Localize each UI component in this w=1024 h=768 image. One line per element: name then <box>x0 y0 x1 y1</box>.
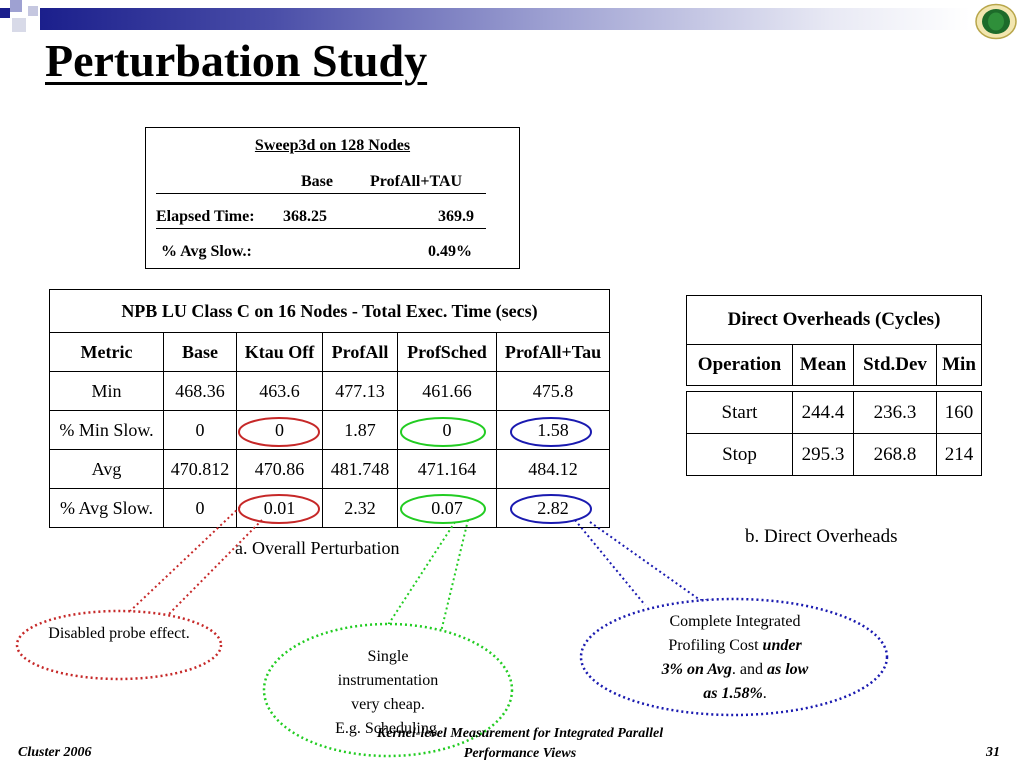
figure-caption-b: b. Direct Overheads <box>745 526 898 547</box>
footer-presentation-title: Kernel-level Measurement for Integrated … <box>340 724 700 764</box>
table-row: % Min Slow. 0 0 1.87 0 1.58 <box>49 410 610 450</box>
sweep3d-slow-row: % Avg Slow.: 0.49% <box>156 243 486 263</box>
direct-header-cell: Min <box>936 344 982 386</box>
direct-overheads-header-table: Direct Overheads (Cycles) Operation Mean… <box>686 295 982 386</box>
table-cell: Start <box>686 391 793 434</box>
table-cell: % Min Slow. <box>49 410 164 450</box>
table-cell: 1.87 <box>322 410 398 450</box>
highlight-oval-sched-min <box>400 417 486 447</box>
npb-table-caption: NPB LU Class C on 16 Nodes - Total Exec.… <box>49 289 610 333</box>
callout-oval-single <box>262 622 514 758</box>
callout-oval-probe <box>15 609 223 681</box>
table-cell: 244.4 <box>792 391 854 434</box>
table-cell: 471.164 <box>397 449 497 489</box>
table-cell: % Avg Slow. <box>49 488 164 528</box>
callout-complete-text: Complete Integrated Profiling Cost under… <box>615 610 855 706</box>
npb-header-cell: ProfAll+Tau <box>496 332 610 372</box>
callout-complete-line: Complete Integrated <box>669 613 801 630</box>
footer-title-line: Performance Views <box>463 746 577 761</box>
sweep3d-header-row: Base ProfAll+TAU <box>156 173 486 194</box>
npb-header-cell: Base <box>163 332 237 372</box>
table-row: Stop 295.3 268.8 214 <box>686 433 982 476</box>
sweep3d-summary: Sweep3d on 128 Nodes Base ProfAll+TAU El… <box>145 127 520 269</box>
sweep3d-elapsed-profall: 369.9 <box>438 208 474 225</box>
callout-complete-text-part: . <box>762 685 767 702</box>
header-gradient-bar <box>40 8 970 30</box>
sweep3d-elapsed-base: 368.25 <box>283 208 327 225</box>
callout-single-line: Single <box>367 648 409 665</box>
figure-caption-a: a. Overall Perturbation <box>235 538 400 558</box>
footer-conference: Cluster 2006 <box>18 745 92 760</box>
callout-single-line: E.g. Scheduling. <box>335 720 441 737</box>
callout-connector-single <box>439 519 469 637</box>
table-cell: 2.32 <box>322 488 398 528</box>
direct-header-row: Operation Mean Std.Dev Min <box>686 344 982 386</box>
table-cell: 477.13 <box>322 371 398 411</box>
sweep3d-elapsed-row: Elapsed Time: 368.25 369.9 <box>156 208 486 229</box>
callout-complete-emphasis: 3% on Avg <box>661 661 732 678</box>
callout-oval-complete <box>579 597 889 717</box>
callout-probe-text: Disabled probe effect. <box>48 625 190 642</box>
table-cell: 468.36 <box>163 371 237 411</box>
table-cell: Stop <box>686 433 793 476</box>
highlight-oval-sched-avg <box>400 494 486 524</box>
callout-complete-text-part: . and <box>731 661 767 678</box>
callout-single-line: very cheap. <box>351 696 425 713</box>
callout-single-line: instrumentation <box>337 672 439 689</box>
callout-complete-text-part: Profiling Cost <box>668 637 763 654</box>
table-cell: 160 <box>936 391 982 434</box>
direct-header-cell: Operation <box>686 344 793 386</box>
highlight-oval-ktau-min <box>238 417 320 447</box>
table-cell: 461.66 <box>397 371 497 411</box>
table-cell: 481.748 <box>322 449 398 489</box>
table-cell: Min <box>49 371 164 411</box>
callout-complete-emphasis: as 1.58% <box>703 685 763 702</box>
table-cell: 268.8 <box>853 433 937 476</box>
npb-header-row: Metric Base Ktau Off ProfAll ProfSched P… <box>49 332 610 372</box>
sweep3d-title: Sweep3d on 128 Nodes <box>254 137 411 154</box>
university-logo <box>975 3 1017 40</box>
footer-title-line: Kernel-level Measurement for Integrated … <box>376 726 664 741</box>
table-row: Start 244.4 236.3 160 <box>686 391 982 434</box>
sweep3d-slow-label: % Avg Slow.: <box>161 243 252 260</box>
table-cell: 463.6 <box>236 371 323 411</box>
direct-header-cell: Std.Dev <box>853 344 937 386</box>
table-cell: 1.58 <box>496 410 610 450</box>
highlight-oval-tau-avg <box>510 494 592 524</box>
sweep3d-col-profall: ProfAll+TAU <box>370 173 463 190</box>
table-row: Avg 470.812 470.86 481.748 471.164 484.1… <box>49 449 610 489</box>
callout-complete-line: Profiling Cost under <box>615 634 855 658</box>
table-cell: 214 <box>936 433 982 476</box>
table-cell: 0 <box>397 410 497 450</box>
npb-header-cell: Metric <box>49 332 164 372</box>
sweep3d-col-base: Base <box>301 173 333 190</box>
npb-header-cell: Ktau Off <box>236 332 323 372</box>
table-cell: 236.3 <box>853 391 937 434</box>
direct-overheads-table: Start 244.4 236.3 160 Stop 295.3 268.8 2… <box>686 391 982 476</box>
npb-header-cell: ProfAll <box>322 332 398 372</box>
table-cell: 295.3 <box>792 433 854 476</box>
sweep3d-slow-profall: 0.49% <box>428 243 472 260</box>
callout-connector-complete <box>589 521 761 604</box>
callout-connector-probe <box>84 506 241 624</box>
highlight-oval-ktau-avg <box>238 494 320 524</box>
table-cell: 484.12 <box>496 449 610 489</box>
highlight-oval-tau-min <box>510 417 592 447</box>
callout-complete-emphasis: under <box>762 637 802 654</box>
callout-complete-line: as 1.58%. <box>615 682 855 706</box>
header-squares <box>0 0 38 32</box>
npb-lu-table: NPB LU Class C on 16 Nodes - Total Exec.… <box>49 289 610 528</box>
callout-connector-complete <box>574 519 646 606</box>
callout-connector-probe <box>164 519 263 619</box>
callout-complete-emphasis: as low <box>766 661 809 678</box>
footer-page-number: 31 <box>986 745 1000 760</box>
slide-title: Perturbation Study <box>45 35 428 86</box>
sweep3d-elapsed-label: Elapsed Time: <box>156 208 255 225</box>
callout-single-text: Single instrumentation very cheap. E.g. … <box>300 645 476 741</box>
direct-header-cell: Mean <box>792 344 854 386</box>
callout-complete-line: 3% on Avg. and as low <box>615 658 855 682</box>
